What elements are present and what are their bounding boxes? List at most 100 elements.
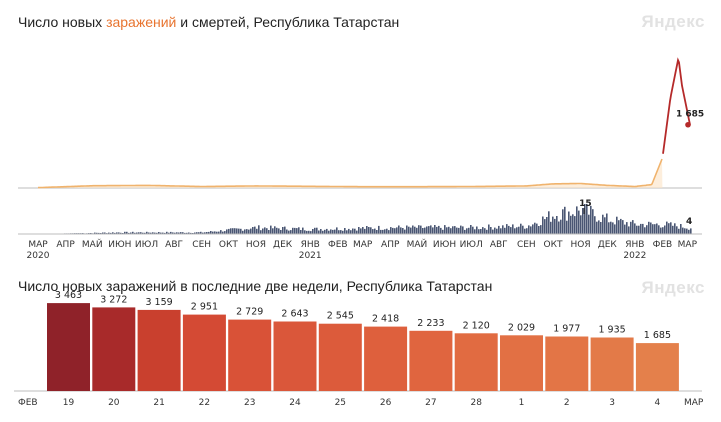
deaths-bar xyxy=(612,222,614,234)
bar-day-label: 22 xyxy=(199,398,210,408)
deaths-bar xyxy=(294,227,296,234)
chart1-title: Число новых заражений и смертей, Республ… xyxy=(18,14,399,30)
deaths-bar xyxy=(130,232,132,234)
deaths-last-label: 4 xyxy=(686,217,692,227)
deaths-bar xyxy=(440,227,442,234)
deaths-bar xyxy=(626,222,628,234)
deaths-bar xyxy=(644,227,646,234)
x-tick-month: СЕН xyxy=(192,240,211,250)
x-tick-month: ФЕВ xyxy=(328,240,348,250)
deaths-bar xyxy=(690,228,692,234)
deaths-bar xyxy=(132,231,134,234)
case-bar xyxy=(318,323,362,391)
deaths-bar xyxy=(284,226,286,234)
deaths-bar xyxy=(484,228,486,234)
deaths-bar xyxy=(450,228,452,234)
deaths-bar xyxy=(664,225,666,234)
deaths-bar xyxy=(134,232,136,234)
bar-day-label: 2 xyxy=(564,398,570,408)
deaths-bar xyxy=(342,230,344,234)
x-tick-month: ЯНВ xyxy=(625,240,644,250)
chart1-title-highlight: заражений xyxy=(106,14,177,30)
deaths-bar xyxy=(534,222,536,234)
deaths-bar xyxy=(370,227,372,234)
deaths-bar xyxy=(308,230,310,234)
deaths-bar xyxy=(572,214,574,234)
deaths-bar xyxy=(138,232,140,234)
deaths-bar xyxy=(354,228,356,234)
deaths-bar xyxy=(634,223,636,234)
deaths-bar xyxy=(602,214,604,234)
deaths-bar xyxy=(196,232,198,234)
x-tick-month: МАР xyxy=(353,240,373,250)
x-tick-month: АПР xyxy=(381,240,400,250)
deaths-bar xyxy=(282,227,284,234)
deaths-bar xyxy=(136,232,138,234)
deaths-bar xyxy=(388,230,390,234)
deaths-bar xyxy=(528,225,530,234)
bar-day-label: 19 xyxy=(63,398,75,408)
deaths-bar xyxy=(404,229,406,234)
case-bar xyxy=(228,319,272,391)
bar-value-label: 3 272 xyxy=(100,294,127,305)
deaths-bar xyxy=(144,232,146,234)
deaths-bar xyxy=(314,227,316,234)
deaths-bar xyxy=(380,229,382,234)
deaths-bar xyxy=(662,227,664,234)
case-bar xyxy=(500,335,543,391)
deaths-bar xyxy=(162,232,164,234)
bar-day-label: 27 xyxy=(425,398,436,408)
deaths-bar xyxy=(394,228,396,234)
deaths-bar xyxy=(396,227,398,234)
bar-value-label: 2 545 xyxy=(327,311,354,322)
deaths-bar xyxy=(504,227,506,234)
bar-day-label: 24 xyxy=(289,398,301,408)
deaths-bar xyxy=(326,228,328,234)
x-tick-month: ИЮЛ xyxy=(460,240,483,250)
deaths-bar xyxy=(220,230,222,234)
deaths-bar xyxy=(674,223,676,234)
deaths-bar xyxy=(460,225,462,234)
deaths-bar xyxy=(242,230,244,234)
bar-value-label: 2 418 xyxy=(372,314,399,325)
deaths-bar xyxy=(606,213,608,234)
deaths-bar xyxy=(340,230,342,234)
deaths-bar xyxy=(628,226,630,234)
deaths-bar xyxy=(448,226,450,234)
deaths-bar xyxy=(616,216,618,234)
deaths-bar xyxy=(194,232,196,234)
deaths-bar xyxy=(584,204,586,234)
deaths-bar xyxy=(164,232,166,234)
deaths-bar xyxy=(566,220,568,234)
deaths-bar xyxy=(232,228,234,234)
x-tick-month: НОЯ xyxy=(571,240,591,250)
deaths-bar xyxy=(660,227,662,234)
deaths-bar xyxy=(526,228,528,234)
x-tick-month: НОЯ xyxy=(246,240,266,250)
deaths-bar xyxy=(178,232,180,234)
deaths-bar xyxy=(578,210,580,234)
deaths-bar xyxy=(180,232,182,234)
deaths-bar xyxy=(684,228,686,234)
deaths-bar xyxy=(618,220,620,234)
deaths-bar xyxy=(328,230,330,234)
deaths-bar xyxy=(658,225,660,234)
deaths-bar xyxy=(116,232,118,234)
deaths-bar xyxy=(474,229,476,234)
deaths-bar xyxy=(324,229,326,234)
deaths-bar xyxy=(364,228,366,234)
deaths-bar xyxy=(570,215,572,234)
deaths-bar xyxy=(226,229,228,234)
deaths-bar xyxy=(568,211,570,234)
deaths-bar xyxy=(492,229,494,234)
deaths-bar xyxy=(298,227,300,234)
deaths-bar xyxy=(112,232,114,234)
deaths-bar xyxy=(156,232,158,234)
deaths-bar xyxy=(108,232,110,234)
deaths-bar xyxy=(560,219,562,234)
case-bar xyxy=(409,330,453,391)
deaths-bar xyxy=(438,225,440,234)
bar-day-label: 4 xyxy=(655,398,661,408)
deaths-bar xyxy=(376,230,378,234)
deaths-bar xyxy=(174,232,176,234)
